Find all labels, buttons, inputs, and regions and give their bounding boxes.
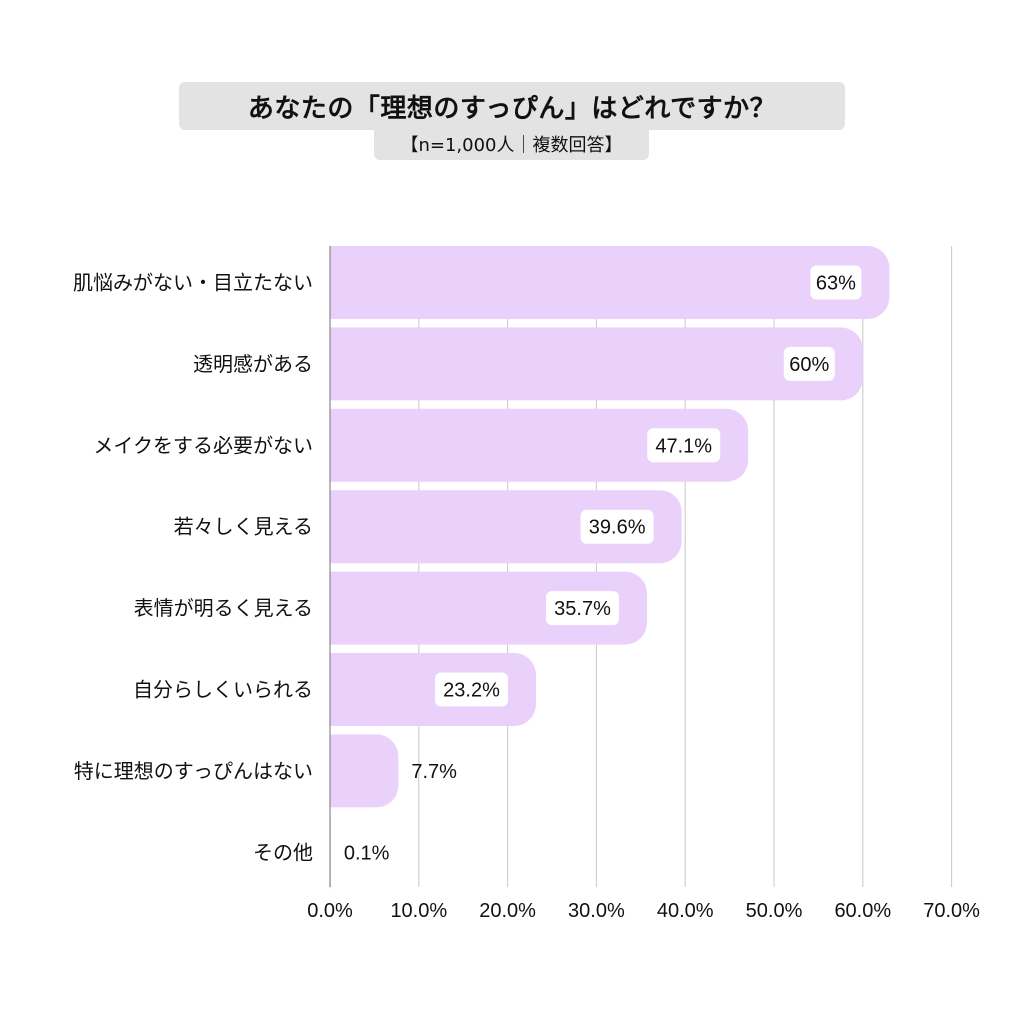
category-label: 自分らしくいられる <box>133 678 313 702</box>
data-label-box <box>435 672 509 707</box>
category-label: 若々しく見える <box>174 515 313 539</box>
data-label-box <box>810 265 862 300</box>
category-label: 透明感がある <box>193 352 313 376</box>
bar <box>330 408 749 482</box>
data-label-box <box>647 428 721 463</box>
data-label: 23.2% <box>443 680 500 702</box>
data-label: 39.6% <box>589 517 646 539</box>
data-label: 35.7% <box>554 598 611 620</box>
data-label: 0.1% <box>344 842 390 864</box>
x-tick-label: 30.0% <box>568 900 625 922</box>
data-labels: 63% 60% 47.1% 39.6% 35.7% 23.2% 7.7% 0.1% <box>344 265 862 864</box>
data-label-box <box>783 346 835 381</box>
bar <box>330 734 399 808</box>
category-label: メイクをする必要がない <box>93 433 313 457</box>
data-label: 60% <box>789 354 829 376</box>
chart-subtitle: 【n=1,000人｜複数回答】 <box>374 128 649 160</box>
x-tick-label: 20.0% <box>479 900 536 922</box>
x-tick-label: 50.0% <box>746 900 803 922</box>
x-tick-label: 40.0% <box>657 900 714 922</box>
data-label-box <box>546 591 620 626</box>
x-tick-labels: 0.0% 10.0% 20.0% 30.0% 40.0% 50.0% 60.0% 70.0% <box>307 900 980 922</box>
category-label: その他 <box>253 840 313 864</box>
bar <box>330 246 890 319</box>
category-label: 肌悩みがない・目立たない <box>73 271 313 295</box>
category-label: 表情が明るく見える <box>134 596 313 620</box>
category-label: 特に理想のすっぴんはない <box>74 759 313 783</box>
bars <box>330 246 890 889</box>
bar <box>330 653 537 726</box>
bar <box>330 327 863 401</box>
x-tick-label: 60.0% <box>834 900 891 922</box>
bar <box>330 571 648 645</box>
x-tick-label: 0.0% <box>307 900 353 922</box>
data-label: 7.7% <box>411 761 457 783</box>
data-label: 63% <box>816 273 856 295</box>
bar <box>330 490 682 564</box>
x-tick-label: 70.0% <box>923 900 980 922</box>
x-tick-label: 10.0% <box>390 900 447 922</box>
chart-title: あなたの「理想のすっぴん」はどれですか？ <box>179 82 845 130</box>
data-label-box <box>580 509 654 544</box>
category-labels: 肌悩みがない・目立たない透明感があるメイクをする必要がない若々しく見える表情が明… <box>73 271 313 865</box>
data-label: 47.1% <box>655 435 712 457</box>
